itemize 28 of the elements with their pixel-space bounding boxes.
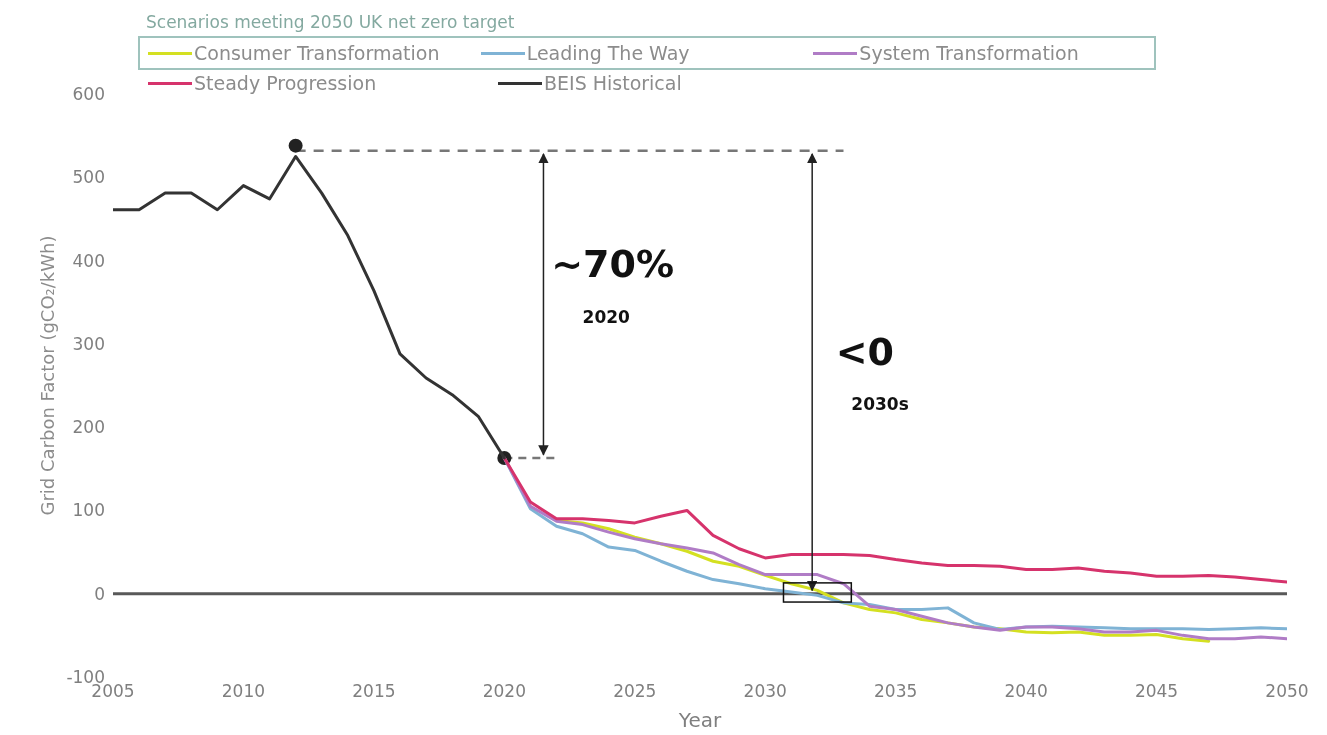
x-tick-label: 2035 — [874, 681, 918, 702]
y-tick-label: 600 — [72, 84, 105, 105]
y-tick-label: 0 — [94, 583, 105, 604]
y-tick-label: 200 — [72, 417, 105, 438]
x-tick-label: 2015 — [352, 681, 396, 702]
y-tick-label: 500 — [72, 167, 105, 188]
legend-label: System Transformation — [859, 42, 1079, 64]
legend-label: Consumer Transformation — [194, 42, 440, 64]
x-axis-title: Year — [677, 708, 722, 732]
x-tick-label: 2030 — [743, 681, 787, 702]
legend-label: BEIS Historical — [544, 72, 682, 94]
x-tick-label: 2010 — [221, 681, 266, 702]
legend-label: Leading The Way — [526, 42, 690, 64]
annotation: 2030s — [851, 394, 909, 415]
x-tick-label: 2025 — [613, 681, 657, 702]
x-tick-label: 2040 — [1004, 681, 1048, 702]
x-tick-label: 2045 — [1134, 681, 1179, 702]
annotation: <0 — [835, 329, 894, 374]
y-axis-title: Grid Carbon Factor (gCO₂/kWh) — [37, 235, 59, 516]
x-tick-label: 2050 — [1265, 681, 1309, 702]
annotation: 2020 — [582, 307, 631, 328]
annotation: ~70% — [551, 242, 675, 287]
legend-label: Steady Progression — [194, 72, 377, 94]
y-tick-label: 100 — [72, 500, 105, 521]
legend-title: Scenarios meeting 2050 UK net zero target — [146, 11, 516, 34]
y-tick-label: 300 — [72, 333, 105, 354]
y-tick-label: 400 — [72, 250, 105, 271]
x-tick-label: 2020 — [482, 681, 526, 702]
